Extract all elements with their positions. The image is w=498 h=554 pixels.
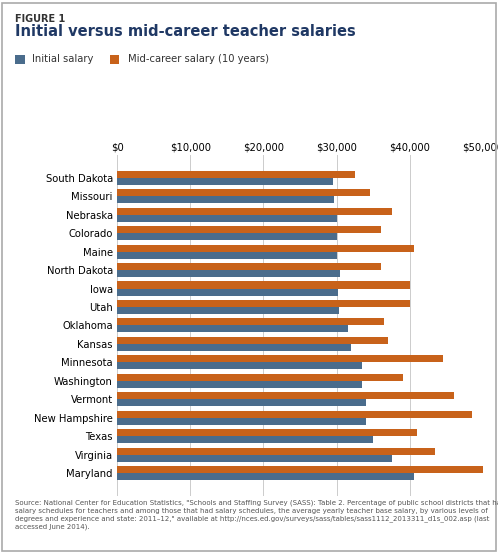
Text: Initial salary: Initial salary [32,54,94,64]
Bar [117,307,339,314]
Bar [117,171,355,178]
Bar [117,319,384,325]
Bar [117,226,380,233]
Bar [117,455,391,462]
Bar [117,325,348,332]
Bar [117,418,366,425]
Text: FIGURE 1: FIGURE 1 [15,14,65,24]
Text: Source: National Center for Education Statistics, "Schools and Staffing Survey (: Source: National Center for Education St… [15,500,498,530]
Bar [117,473,413,480]
Bar [117,178,333,184]
Bar [117,252,337,259]
Bar [117,281,410,289]
Bar [117,244,413,252]
Bar [117,381,362,388]
Bar [117,263,380,270]
Bar [117,233,337,240]
Bar [117,289,338,295]
Text: Initial versus mid-career teacher salaries: Initial versus mid-career teacher salari… [15,24,356,39]
Bar [117,344,351,351]
Bar [117,362,362,370]
Bar [117,429,417,437]
Bar [117,392,454,399]
Bar [117,300,410,307]
Bar [117,196,335,203]
Bar [117,189,370,196]
Bar [117,208,391,214]
Bar [117,214,337,222]
Bar [117,356,443,362]
Bar [117,337,388,344]
Bar [117,448,435,455]
Bar [117,374,402,381]
Bar [117,399,366,407]
Bar [117,466,494,473]
Bar [117,411,472,418]
Bar [117,437,374,443]
Text: Mid-career salary (10 years): Mid-career salary (10 years) [128,54,269,64]
Bar [117,270,340,277]
